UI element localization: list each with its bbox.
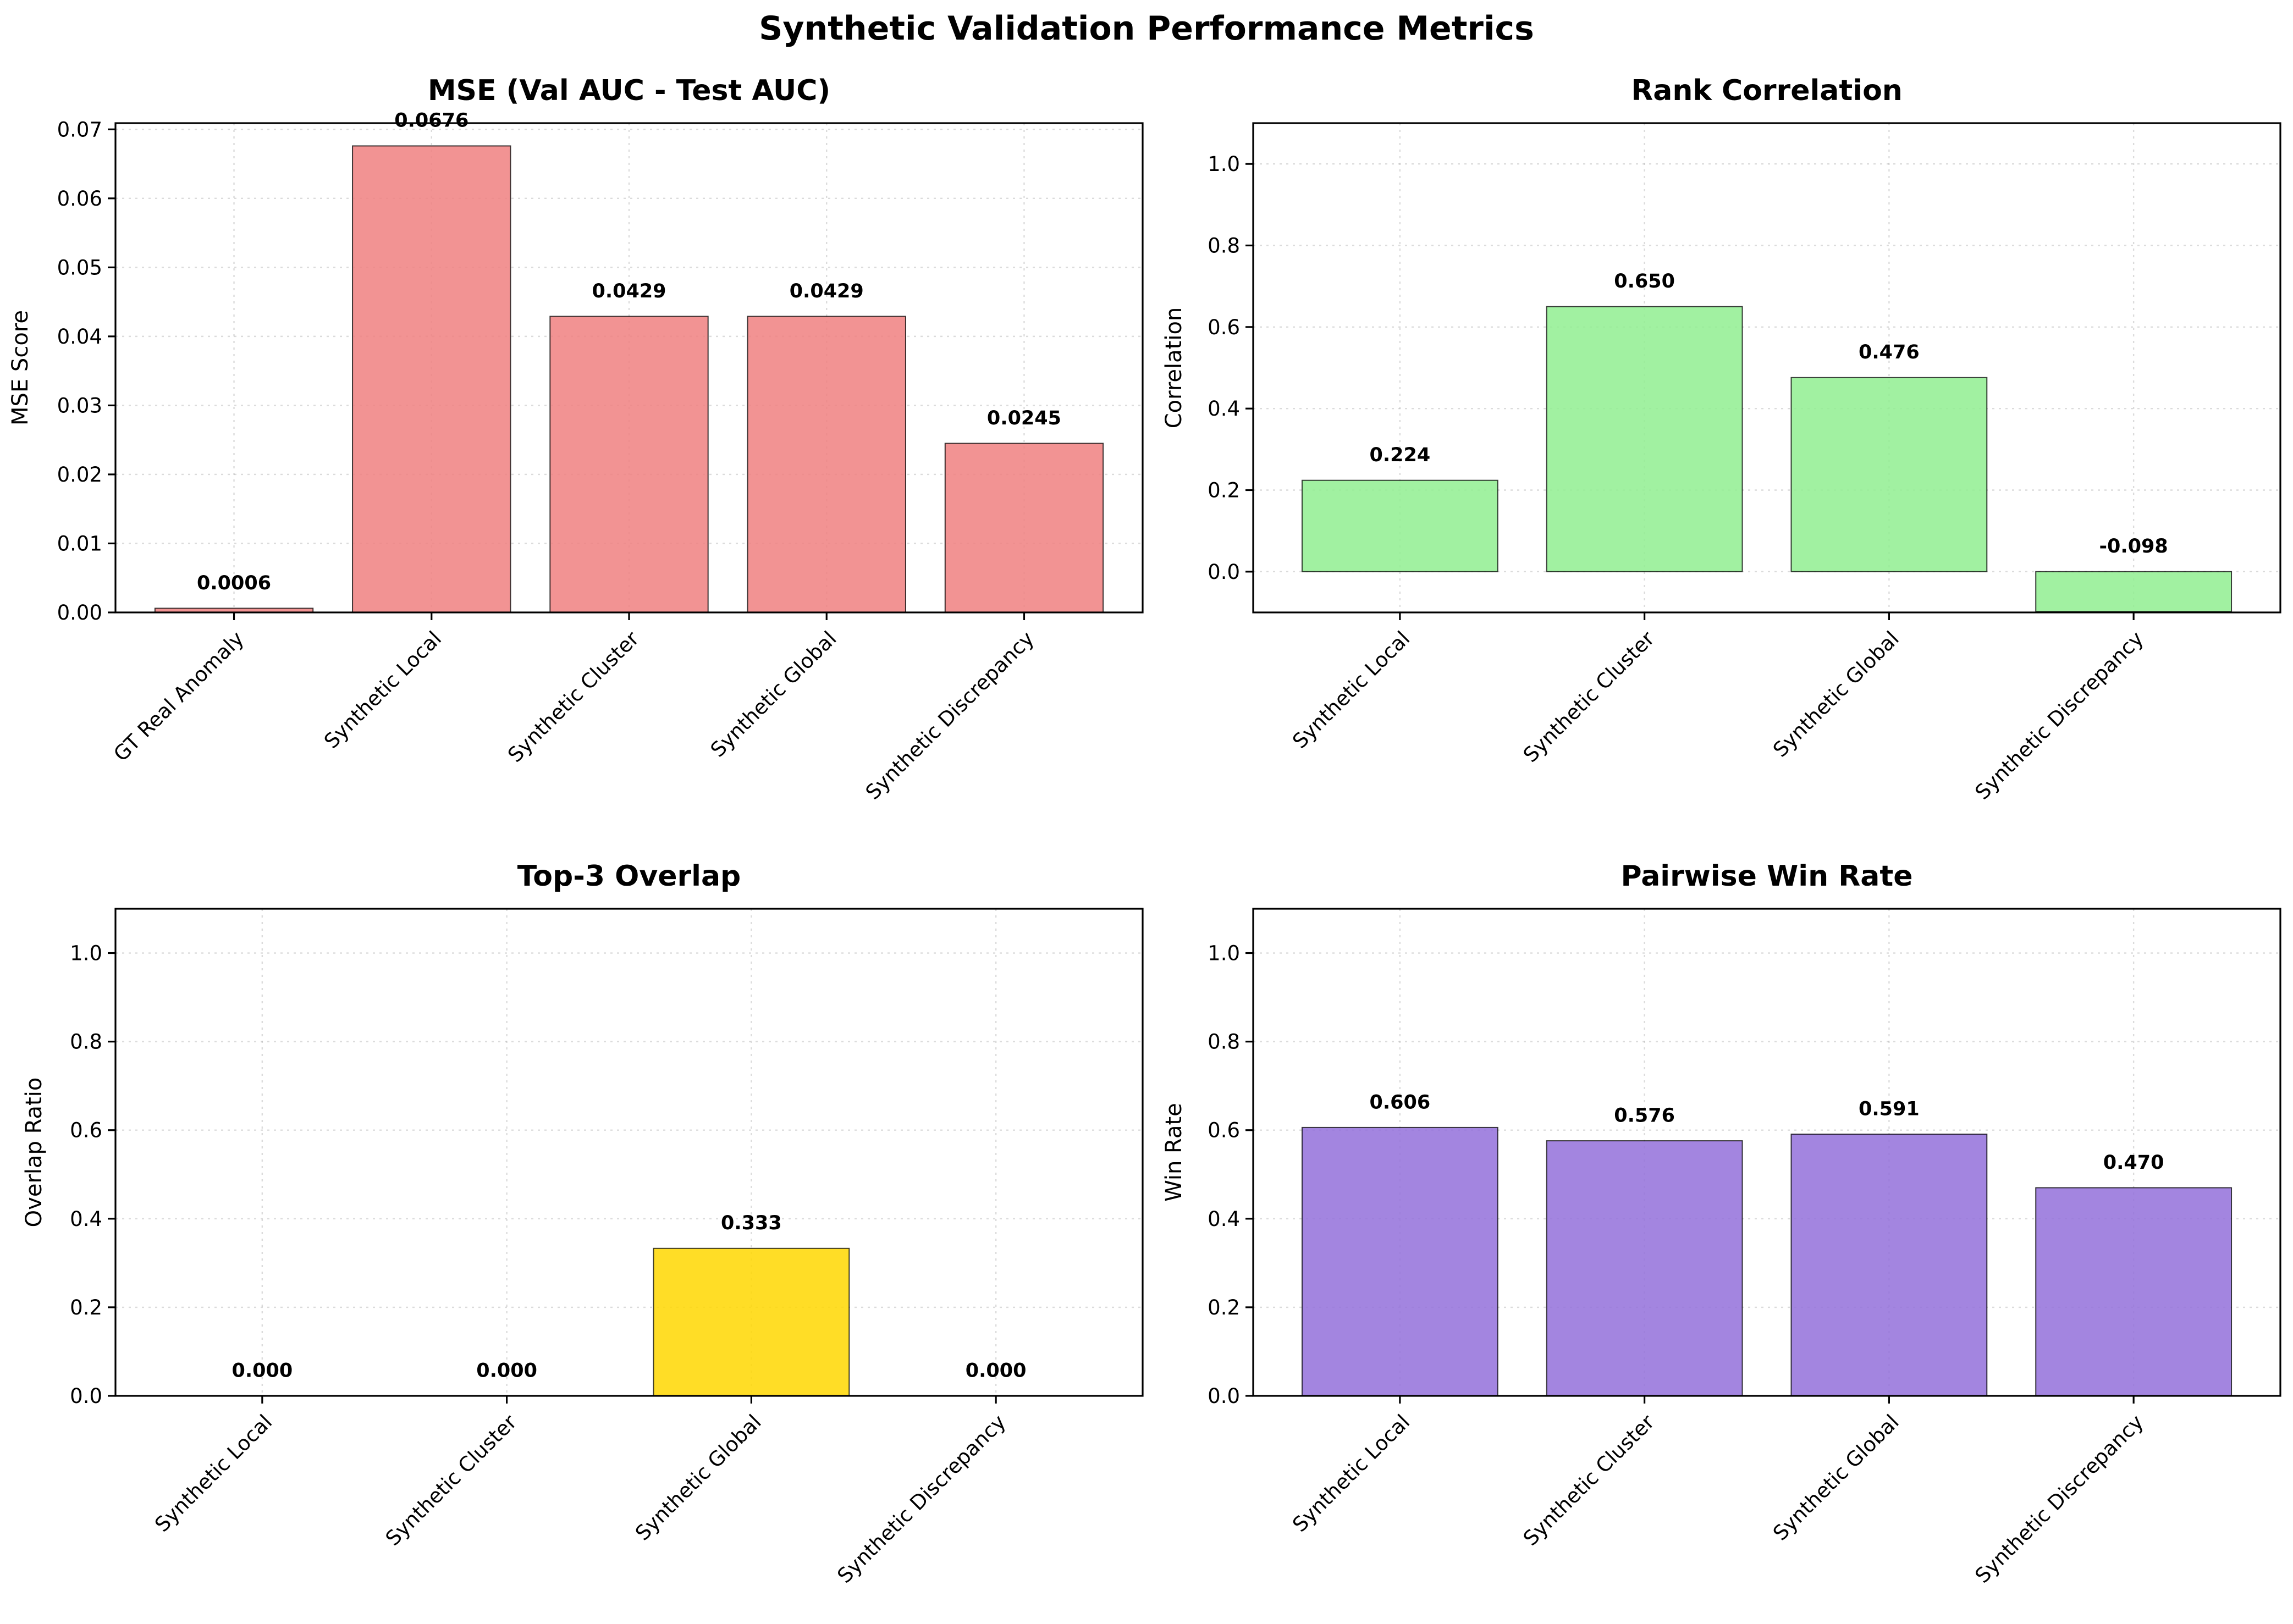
y-tick-label: 0.2 <box>1208 1296 1240 1319</box>
bar <box>1790 1133 1988 1396</box>
bar <box>1301 1126 1498 1396</box>
y-tick-label: 0.05 <box>57 256 102 279</box>
y-axis-label: Correlation <box>1161 307 1187 429</box>
y-tick-label: 0.0 <box>1208 1384 1240 1408</box>
bar <box>352 145 511 613</box>
data-label: 0.606 <box>1369 1091 1430 1113</box>
y-tick-label: 0.4 <box>70 1207 102 1231</box>
y-tick-label: 0.07 <box>57 118 102 141</box>
data-label: 0.0429 <box>790 280 864 302</box>
axes-frame <box>1252 908 2281 1397</box>
y-tick-label: 0.4 <box>1208 1207 1240 1231</box>
data-label: 0.000 <box>231 1360 293 1382</box>
bar <box>1546 306 1743 572</box>
y-tick-label: 0.6 <box>1208 316 1240 339</box>
y-tick-label: 0.0 <box>1208 560 1240 584</box>
y-tick-label: 0.06 <box>57 187 102 211</box>
y-tick-label: 0.2 <box>1208 479 1240 502</box>
y-tick-label: 0.8 <box>1208 1030 1240 1054</box>
y-tick-label: 0.0 <box>70 1384 102 1408</box>
y-tick-label: 0.6 <box>70 1119 102 1142</box>
y-tick-label: 1.0 <box>1208 152 1240 176</box>
bar <box>1546 1140 1743 1396</box>
data-label: 0.333 <box>721 1212 782 1234</box>
bar <box>653 1247 850 1397</box>
bar <box>747 316 906 613</box>
data-label: 0.0006 <box>197 572 271 594</box>
y-tick-label: 0.4 <box>1208 397 1240 421</box>
data-label: 0.576 <box>1614 1104 1675 1126</box>
data-label: 0.224 <box>1369 444 1430 466</box>
data-label: 0.0429 <box>592 280 666 302</box>
data-label: 0.000 <box>966 1360 1027 1382</box>
y-tick-label: 0.8 <box>1208 234 1240 258</box>
bar <box>2035 1187 2233 1396</box>
y-tick-label: 0.2 <box>70 1296 102 1319</box>
subplot-title: Pairwise Win Rate <box>1620 860 1912 893</box>
axes-frame <box>1252 122 2281 614</box>
axes-frame <box>114 908 1144 1397</box>
y-axis-label: Win Rate <box>1161 1103 1187 1202</box>
y-tick-label: 0.6 <box>1208 1119 1240 1142</box>
bar <box>944 443 1104 613</box>
bar <box>2035 571 2233 612</box>
y-tick-label: 1.0 <box>1208 942 1240 965</box>
figure-title: Synthetic Validation Performance Metrics <box>759 9 1534 48</box>
bar <box>549 316 709 613</box>
data-label: 0.476 <box>1859 341 1920 363</box>
data-label: 0.591 <box>1859 1098 1920 1120</box>
subplot-title: Rank Correlation <box>1631 74 1903 107</box>
y-tick-label: 0.04 <box>57 325 102 349</box>
y-axis-label: Overlap Ratio <box>21 1078 47 1228</box>
data-label: -0.098 <box>2099 535 2168 557</box>
data-label: 0.650 <box>1614 270 1675 292</box>
y-tick-label: 0.02 <box>57 463 102 487</box>
y-tick-label: 1.0 <box>70 942 102 965</box>
data-label: 0.0676 <box>394 110 468 132</box>
bar <box>1301 479 1498 572</box>
data-label: 0.0245 <box>987 407 1061 429</box>
data-label: 0.000 <box>476 1360 537 1382</box>
y-tick-label: 0.03 <box>57 394 102 417</box>
y-tick-label: 0.01 <box>57 532 102 555</box>
subplot-title: Top-3 Overlap <box>517 860 741 893</box>
y-tick-label: 0.00 <box>57 601 102 625</box>
bar <box>1790 377 1988 572</box>
subplot-title: MSE (Val AUC - Test AUC) <box>428 74 830 107</box>
y-axis-label: MSE Score <box>8 310 33 426</box>
y-tick-label: 0.8 <box>70 1030 102 1054</box>
data-label: 0.470 <box>2103 1152 2164 1174</box>
